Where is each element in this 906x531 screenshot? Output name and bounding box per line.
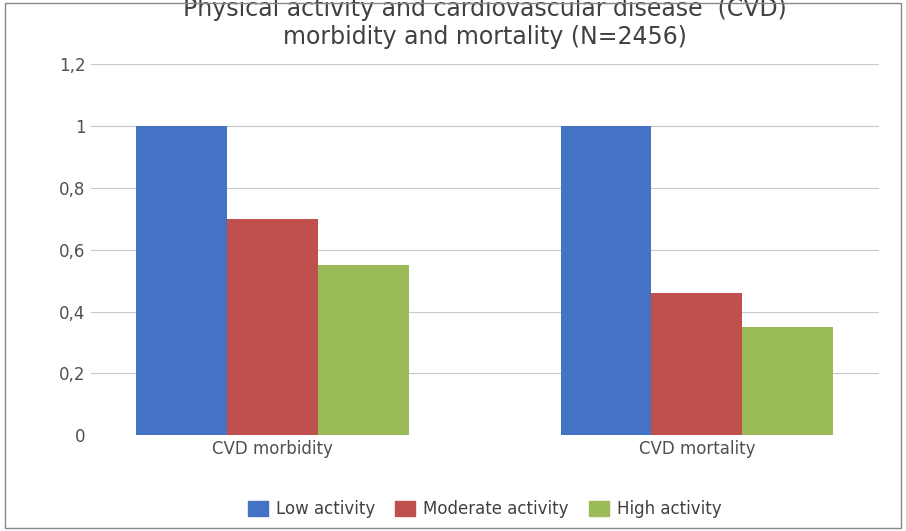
Title: Physical activity and cardiovascular disease  (CVD)
morbidity and mortality (N=2: Physical activity and cardiovascular dis… (183, 0, 786, 49)
Bar (318, 265, 409, 435)
Bar (136, 126, 227, 435)
Bar (651, 293, 742, 435)
Legend: Low activity, Moderate activity, High activity: Low activity, Moderate activity, High ac… (239, 492, 730, 527)
Bar (561, 126, 651, 435)
Bar (227, 219, 318, 435)
Bar (742, 327, 834, 435)
